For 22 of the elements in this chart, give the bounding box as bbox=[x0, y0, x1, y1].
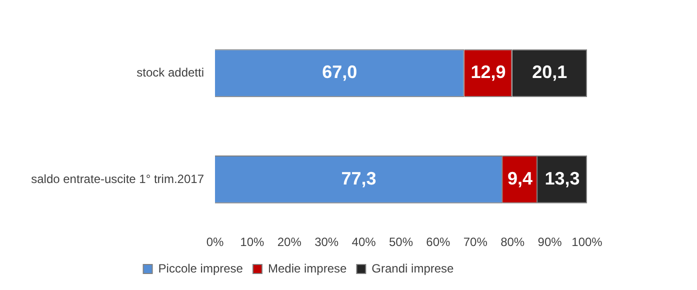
data-label: 13,3 bbox=[544, 168, 580, 188]
data-label: 12,9 bbox=[470, 62, 506, 82]
x-tick-label: 100% bbox=[572, 235, 603, 250]
x-tick-label: 80% bbox=[500, 235, 525, 250]
x-tick-label: 50% bbox=[388, 235, 414, 250]
x-tick-label: 90% bbox=[538, 235, 562, 250]
legend-label: Piccole imprese bbox=[158, 261, 244, 276]
x-tick-label: 30% bbox=[314, 235, 339, 250]
x-tick-label: 10% bbox=[240, 235, 265, 250]
x-tick-label: 40% bbox=[352, 235, 376, 250]
data-label: 9,4 bbox=[508, 168, 533, 188]
y-tick-label: saldo entrate-uscite 1° trim.2017 bbox=[31, 172, 204, 186]
data-label: 20,1 bbox=[532, 62, 568, 82]
x-tick-label: 60% bbox=[426, 235, 451, 250]
legend-label: Grandi imprese bbox=[372, 261, 454, 276]
x-tick-label: 70% bbox=[463, 235, 488, 250]
data-label: 67,0 bbox=[322, 62, 358, 82]
y-tick-label: stock addetti bbox=[136, 65, 204, 80]
x-tick-label: 0% bbox=[206, 235, 224, 250]
legend-label: Medie imprese bbox=[268, 261, 348, 276]
x-tick-label: 20% bbox=[277, 235, 302, 250]
data-label: 77,3 bbox=[341, 168, 376, 188]
